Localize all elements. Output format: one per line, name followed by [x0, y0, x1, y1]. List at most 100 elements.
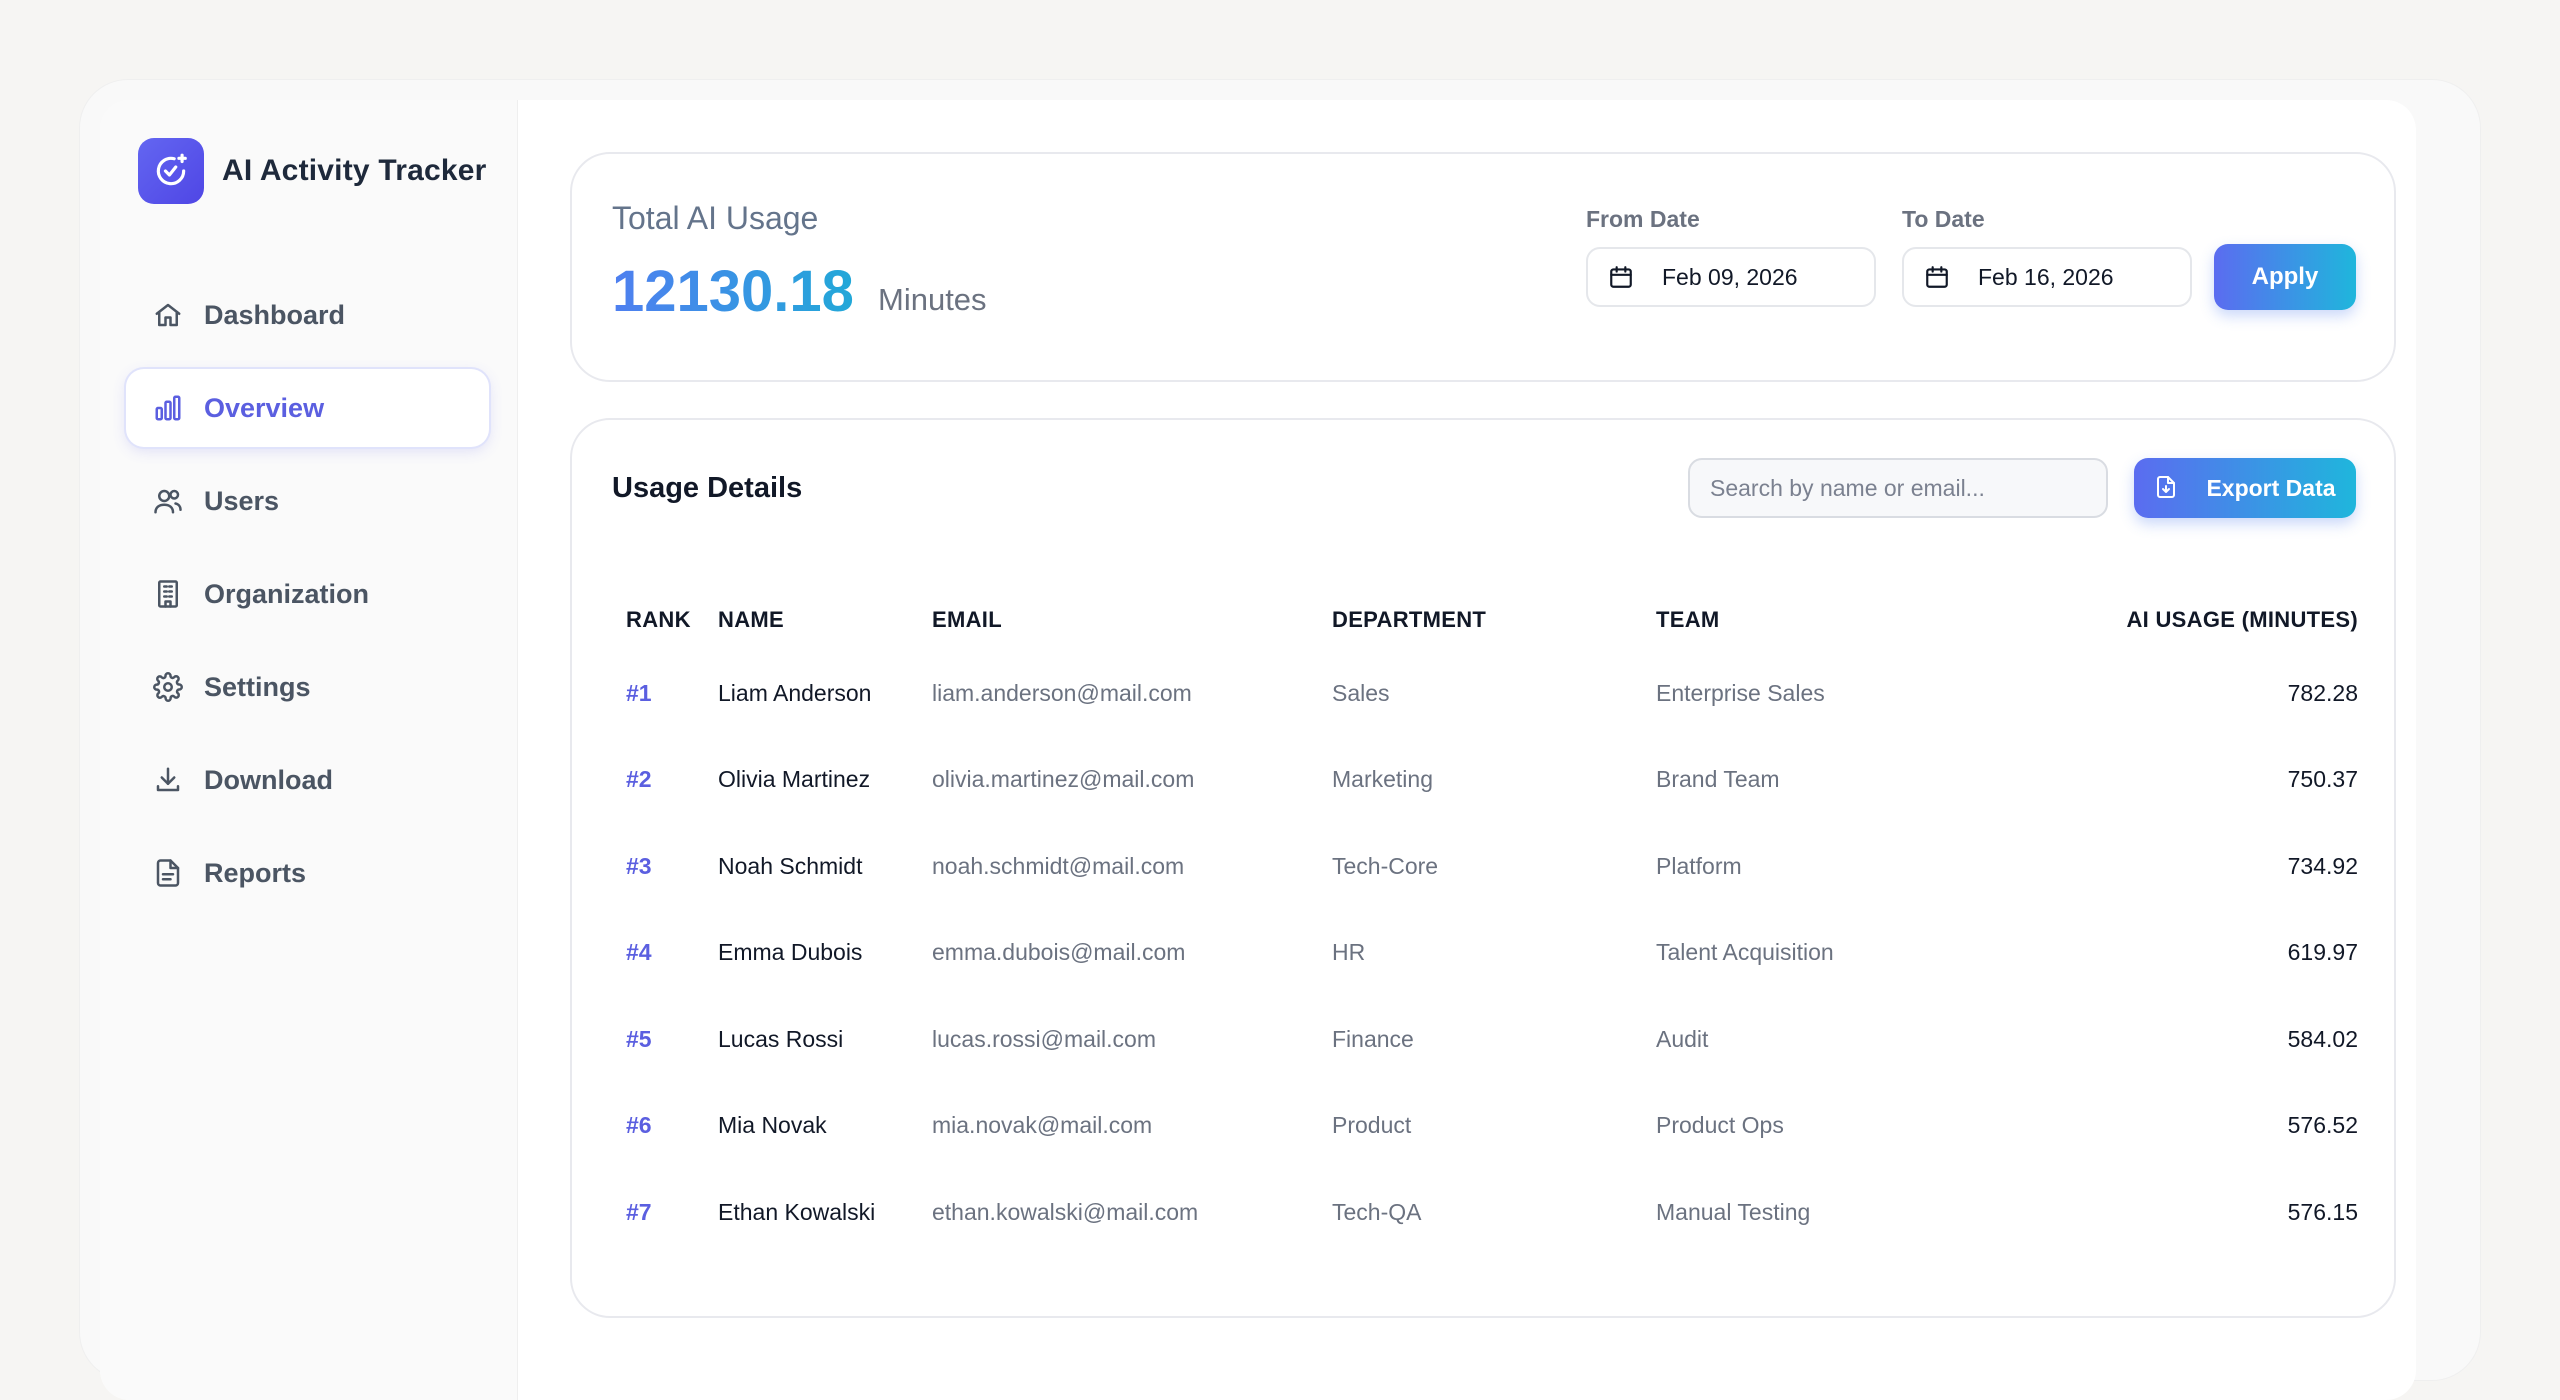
- bar-chart-icon: [152, 392, 184, 424]
- sidebar-item-label: Organization: [204, 578, 370, 609]
- rank-cell: #7: [626, 1198, 652, 1225]
- email-cell: liam.anderson@mail.com: [932, 679, 1192, 706]
- main-content: Total AI Usage 12130.18 Minutes From Dat…: [518, 100, 2416, 1400]
- name-cell: Olivia Martinez: [718, 766, 871, 793]
- sidebar-item-label: Overview: [204, 392, 325, 423]
- table-row[interactable]: #1 Liam Anderson liam.anderson@mail.com Sal…: [612, 650, 2372, 737]
- file-download-icon: [2154, 475, 2180, 501]
- table-row[interactable]: #6 Mia Novak mia.novak@mail.com Product Prod…: [612, 1083, 2372, 1170]
- calendar-icon: [1608, 264, 1634, 290]
- email-cell: emma.dubois@mail.com: [932, 939, 1186, 966]
- column-header-department[interactable]: DEPARTMENT: [1332, 607, 1487, 632]
- department-cell: Sales: [1332, 679, 1390, 706]
- table-row[interactable]: #5 Lucas Rossi lucas.rossi@mail.com Finance…: [612, 996, 2372, 1083]
- email-cell: lucas.rossi@mail.com: [932, 1025, 1157, 1052]
- usage-title: Total AI Usage: [612, 200, 819, 236]
- usage-cell: 576.15: [2287, 1198, 2358, 1225]
- department-cell: Product: [1332, 1112, 1412, 1139]
- team-cell: Audit: [1656, 1025, 1709, 1052]
- sidebar-item-reports[interactable]: Reports: [126, 834, 489, 912]
- users-icon: [152, 485, 184, 517]
- rank-cell: #6: [626, 1112, 652, 1139]
- gear-icon: [152, 671, 184, 703]
- to-date-value: Feb 16, 2026: [1978, 263, 2114, 290]
- sidebar-item-download[interactable]: Download: [126, 741, 489, 819]
- usage-cell: 584.02: [2287, 1025, 2358, 1052]
- column-header-rank[interactable]: RANK: [626, 607, 691, 632]
- email-cell: olivia.martinez@mail.com: [932, 766, 1195, 793]
- usage-table: RANK NAME EMAIL DEPARTMENT TEAM AI USAGE…: [612, 590, 2372, 1256]
- table-header-row: RANK NAME EMAIL DEPARTMENT TEAM AI USAGE…: [612, 590, 2372, 650]
- sidebar-item-overview[interactable]: Overview: [126, 369, 489, 447]
- department-cell: Tech-Core: [1332, 852, 1439, 879]
- table-row[interactable]: #7 Ethan Kowalski ethan.kowalski@mail.com T…: [612, 1169, 2372, 1256]
- rank-cell: #1: [626, 679, 652, 706]
- calendar-icon: [1924, 264, 1950, 290]
- from-date-value: Feb 09, 2026: [1662, 263, 1798, 290]
- usage-cell: 782.28: [2287, 679, 2358, 706]
- usage-value: 12130.18: [612, 259, 854, 324]
- email-cell: ethan.kowalski@mail.com: [932, 1198, 1199, 1225]
- usage-details-card: Usage Details Export Data RANK NAME EMAI…: [570, 418, 2396, 1318]
- to-date-label: To Date: [1902, 206, 1985, 232]
- search-input[interactable]: [1688, 458, 2108, 518]
- sidebar: AI Activity Tracker Dashboard Overview U…: [100, 100, 518, 1400]
- building-icon: [152, 578, 184, 610]
- home-icon: [152, 299, 184, 331]
- total-usage-card: Total AI Usage 12130.18 Minutes From Dat…: [570, 152, 2396, 382]
- rank-cell: #2: [626, 766, 652, 793]
- usage-unit: Minutes: [878, 282, 987, 317]
- download-icon: [152, 764, 184, 796]
- usage-cell: 734.92: [2287, 852, 2358, 879]
- document-icon: [152, 857, 184, 889]
- team-cell: Talent Acquisition: [1656, 939, 1834, 966]
- sidebar-item-dashboard[interactable]: Dashboard: [126, 276, 489, 354]
- to-date-group: To Date Feb 16, 2026: [1902, 206, 2192, 307]
- rank-cell: #5: [626, 1025, 652, 1052]
- sidebar-item-label: Users: [204, 485, 280, 516]
- sidebar-nav: Dashboard Overview Users Organization: [100, 276, 517, 912]
- team-cell: Platform: [1656, 852, 1742, 879]
- brand[interactable]: AI Activity Tracker: [138, 138, 517, 204]
- column-header-usage[interactable]: AI USAGE (MINUTES): [2126, 607, 2358, 632]
- sidebar-item-label: Dashboard: [204, 299, 346, 330]
- brand-title: AI Activity Tracker: [222, 154, 487, 187]
- sidebar-item-users[interactable]: Users: [126, 462, 489, 540]
- usage-cell: 619.97: [2287, 939, 2358, 966]
- details-title: Usage Details: [612, 472, 803, 504]
- department-cell: Tech-QA: [1332, 1198, 1422, 1225]
- from-date-label: From Date: [1586, 206, 1700, 232]
- department-cell: Marketing: [1332, 766, 1433, 793]
- to-date-input[interactable]: Feb 16, 2026: [1902, 247, 2192, 307]
- name-cell: Emma Dubois: [718, 939, 863, 966]
- sidebar-item-label: Reports: [204, 857, 307, 888]
- table-row[interactable]: #4 Emma Dubois emma.dubois@mail.com HR Talen…: [612, 910, 2372, 997]
- rank-cell: #3: [626, 852, 652, 879]
- department-cell: HR: [1332, 939, 1366, 966]
- table-row[interactable]: #2 Olivia Martinez olivia.martinez@mail.co…: [612, 737, 2372, 824]
- department-cell: Finance: [1332, 1025, 1414, 1052]
- column-header-team[interactable]: TEAM: [1656, 607, 1720, 632]
- name-cell: Liam Anderson: [718, 679, 872, 706]
- table-row[interactable]: #3 Noah Schmidt noah.schmidt@mail.com Tech-…: [612, 823, 2372, 910]
- usage-cell: 750.37: [2287, 766, 2358, 793]
- team-cell: Manual Testing: [1656, 1198, 1811, 1225]
- apply-button[interactable]: Apply: [2214, 244, 2356, 310]
- export-data-button[interactable]: Export Data: [2134, 458, 2356, 518]
- from-date-input[interactable]: Feb 09, 2026: [1586, 247, 1876, 307]
- team-cell: Enterprise Sales: [1656, 679, 1825, 706]
- usage-cell: 576.52: [2287, 1112, 2358, 1139]
- column-header-name[interactable]: NAME: [718, 607, 784, 632]
- team-cell: Product Ops: [1656, 1112, 1784, 1139]
- from-date-group: From Date Feb 09, 2026: [1586, 206, 1876, 307]
- app-window: AI Activity Tracker Dashboard Overview U…: [100, 100, 2416, 1400]
- rank-cell: #4: [626, 939, 652, 966]
- export-label: Export Data: [2206, 474, 2336, 501]
- team-cell: Brand Team: [1656, 766, 1780, 793]
- clock-sparkle-icon: [138, 138, 204, 204]
- email-cell: mia.novak@mail.com: [932, 1112, 1153, 1139]
- column-header-email[interactable]: EMAIL: [932, 607, 1002, 632]
- sidebar-item-settings[interactable]: Settings: [126, 648, 489, 726]
- sidebar-item-organization[interactable]: Organization: [126, 555, 489, 633]
- name-cell: Lucas Rossi: [718, 1025, 844, 1052]
